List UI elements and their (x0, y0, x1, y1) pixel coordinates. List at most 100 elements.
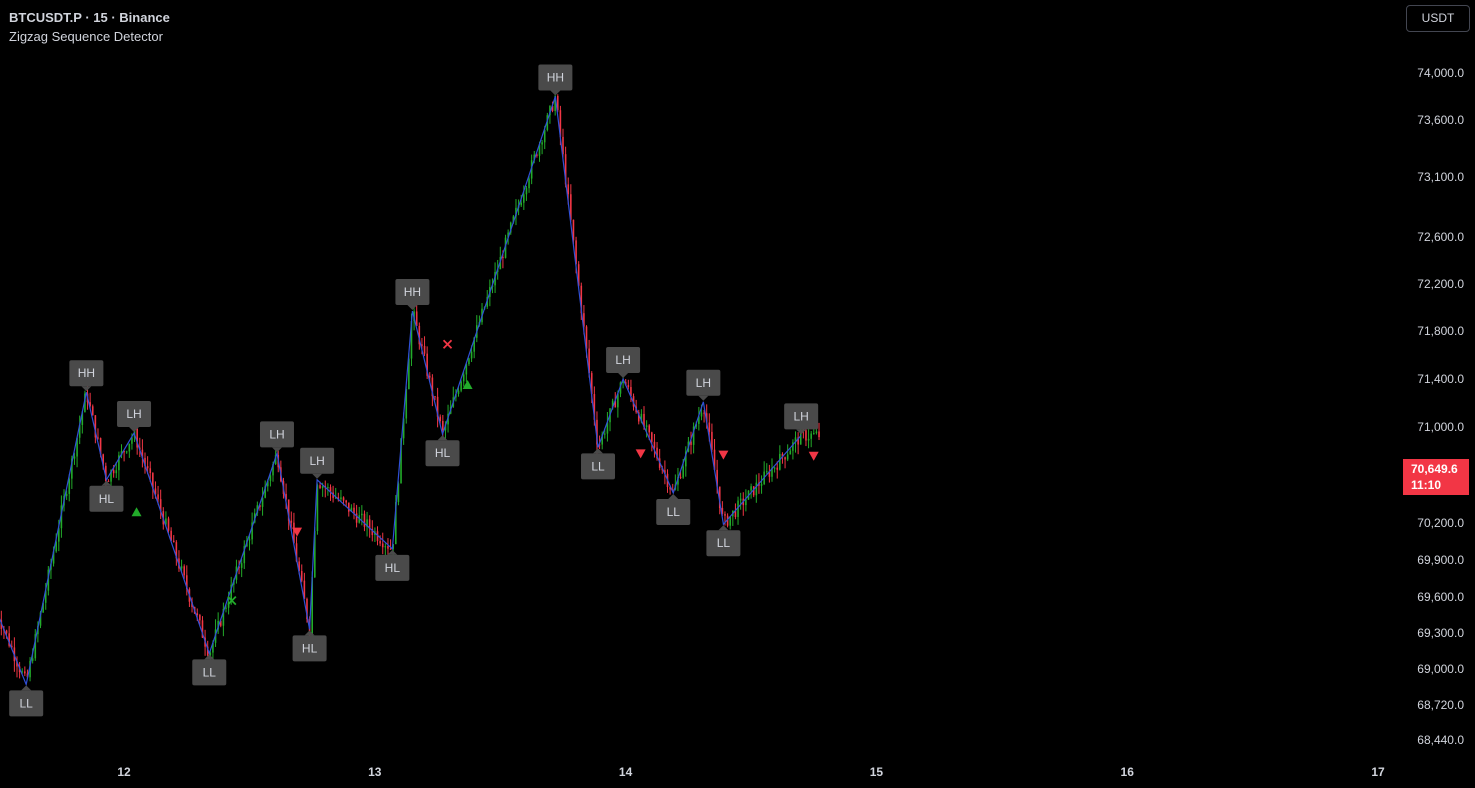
candle-body (648, 425, 651, 433)
candle-body (381, 543, 384, 548)
pivot-label-hh[interactable]: HH (69, 360, 104, 392)
candle-body (118, 455, 120, 471)
candle-body (583, 313, 585, 327)
candle-body (76, 437, 78, 457)
pivot-label-pointer (204, 654, 215, 660)
candle-body (554, 96, 556, 111)
candle-body (219, 621, 222, 626)
pivot-label-hl[interactable]: HL (375, 549, 410, 581)
pivot-label-hl[interactable]: HL (425, 435, 460, 467)
candle-body (734, 510, 737, 517)
candle-body (640, 413, 643, 422)
candle-body (656, 447, 658, 459)
candle-body (10, 645, 13, 648)
candle-body (334, 497, 337, 499)
candle-body (580, 285, 583, 314)
candle-body (627, 385, 630, 388)
candle-body (314, 531, 316, 578)
candle-body (559, 110, 562, 137)
candle-body (434, 396, 436, 398)
candle-body (347, 502, 350, 512)
candle-body (711, 431, 713, 450)
candle-body (781, 453, 784, 458)
pivot-label-text: LH (793, 409, 808, 423)
pivot-label-hl[interactable]: HL (89, 480, 124, 512)
candle-body (611, 400, 614, 409)
pivot-label-ll[interactable]: LL (581, 448, 616, 480)
pivot-label-lh[interactable]: LH (686, 369, 721, 401)
currency-button[interactable]: USDT (1406, 5, 1470, 32)
candle-body (462, 374, 465, 382)
candle-body (726, 515, 729, 526)
candle-body (107, 480, 110, 482)
candle-body (340, 497, 342, 500)
pivot-label-lh[interactable]: LH (300, 447, 335, 479)
indicator-name[interactable]: Zigzag Sequence Detector (9, 29, 163, 44)
candle-body (460, 381, 462, 391)
candle-body (353, 507, 355, 514)
candle-body (533, 154, 536, 161)
pivot-label-lh[interactable]: LH (259, 421, 294, 453)
candle-body (523, 194, 525, 203)
candle-body (643, 413, 645, 427)
x-tick-label: 14 (619, 765, 633, 779)
candle-body (543, 129, 546, 143)
pivot-label-lh[interactable]: LH (606, 347, 641, 378)
signal-cross (227, 595, 237, 606)
pivot-label-lh[interactable]: LH (117, 401, 152, 432)
candle-body (256, 505, 259, 514)
y-tick-label: 71,400.0 (1417, 372, 1464, 386)
candle-body (695, 423, 698, 427)
pivot-label-box (69, 360, 104, 387)
pivot-label-ll[interactable]: LL (9, 685, 44, 717)
candle-body (157, 494, 159, 500)
candle-body (97, 437, 99, 439)
candle-body (504, 237, 507, 258)
candle-body (755, 482, 758, 496)
candle-body (248, 539, 251, 541)
candle-body (199, 615, 201, 621)
pivot-label-box (706, 530, 741, 557)
candle-body (703, 412, 705, 414)
pivot-label-ll[interactable]: LL (706, 525, 741, 557)
pivot-label-hh[interactable]: HH (538, 64, 573, 96)
candle-body (167, 518, 170, 531)
candle-body (651, 432, 653, 442)
pivot-label-hh[interactable]: HH (395, 279, 430, 311)
candle-body (572, 219, 575, 241)
pivot-label-ll[interactable]: LL (656, 494, 691, 525)
candle-body (186, 575, 188, 590)
candle-body (206, 646, 209, 656)
candle-body (363, 513, 366, 527)
candle-body (327, 487, 329, 489)
y-tick-label: 70,200.0 (1417, 516, 1464, 530)
candle-body (303, 580, 306, 599)
y-tick-label: 68,440.0 (1417, 733, 1464, 747)
candle-body (408, 358, 410, 390)
pivot-label-text: HL (99, 492, 115, 506)
y-tick-label: 68,720.0 (1417, 698, 1464, 712)
candle-body (815, 431, 818, 434)
pivot-label-box (606, 347, 641, 373)
symbol-title[interactable]: BTCUSDT.P · 15 · Binance (9, 10, 170, 25)
candle-body (538, 144, 541, 156)
y-tick-label: 69,900.0 (1417, 553, 1464, 567)
pivot-label-lh[interactable]: LH (784, 403, 819, 435)
pivot-label-ll[interactable]: LL (192, 654, 227, 686)
candle-body (217, 621, 219, 630)
candle-body (170, 530, 172, 541)
y-tick-label: 69,600.0 (1417, 590, 1464, 604)
pivot-label-pointer (698, 395, 709, 401)
candle-body (421, 344, 423, 346)
pivot-label-hl[interactable]: HL (292, 630, 327, 662)
pivot-label-box (581, 453, 616, 480)
candle-body (682, 466, 684, 478)
candle-body (91, 406, 94, 416)
candle-body (21, 671, 24, 673)
pivot-label-box (425, 440, 460, 467)
candle-body (536, 154, 538, 156)
candle-body (585, 326, 588, 349)
y-tick-label: 73,600.0 (1417, 113, 1464, 127)
